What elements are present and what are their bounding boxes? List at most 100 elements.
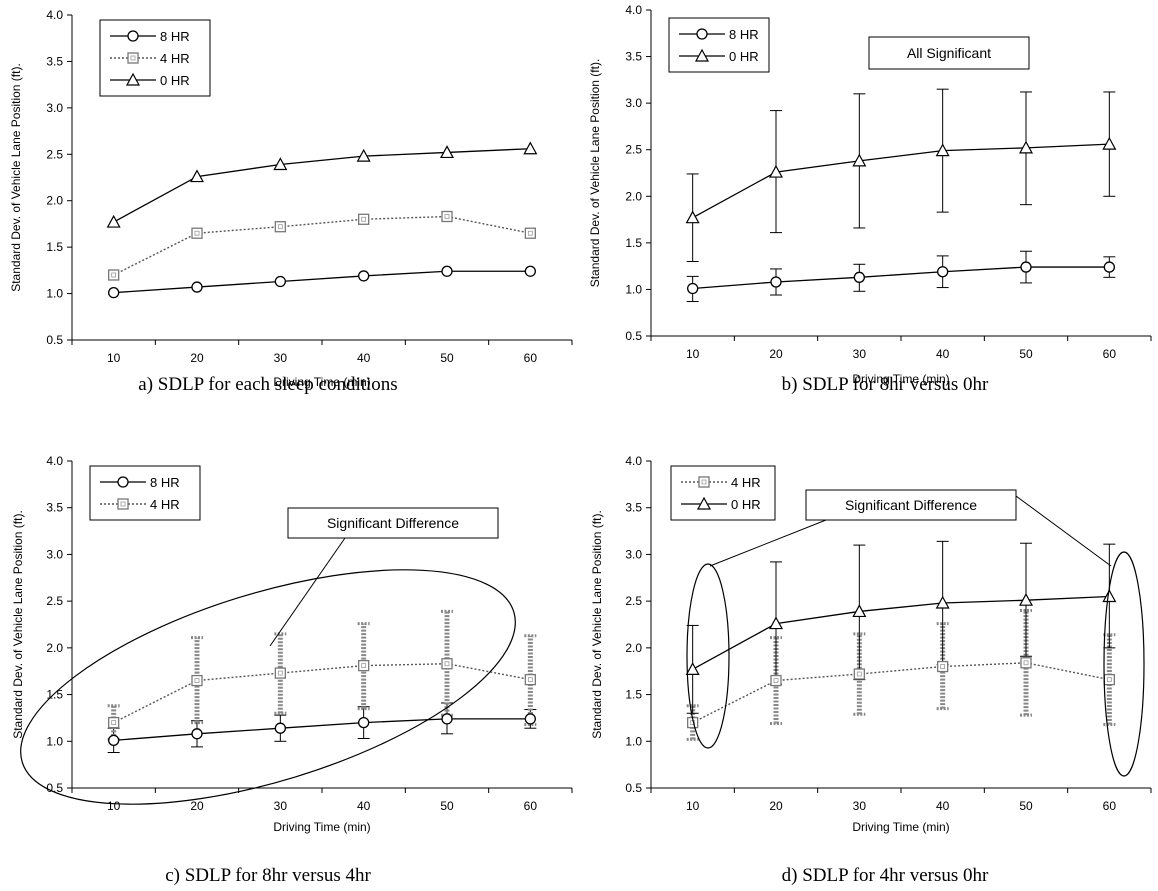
chart-a-data-point-inner [527,230,533,236]
chart-d-y-tick-label: 2.0 [625,641,642,655]
chart-d-data-point [852,604,867,618]
chart-c-y-tick-label: 2.0 [46,641,63,655]
chart-a-y-tick-label: 1.5 [46,240,63,254]
chart-b-y-tick-label: 2.0 [625,189,642,203]
chart-a-data-point [274,275,286,288]
chart-b-data-point [1103,261,1115,273]
chart-d-data-point-inner [773,678,779,683]
chart-c-x-axis-label: Driving Time (min) [273,820,370,834]
chart-d-y-tick-label: 4.0 [625,454,642,468]
chart-b-x-tick-label: 30 [853,347,867,361]
chart-a-y-tick-label: 0.5 [46,333,63,347]
chart-b-legend-box [668,17,770,73]
chart-a-plot: 0.5 1.0 1.5 2.0 2.5 3.0 3.5 4.0 10 20 30 40 50 60 Driv… [9,8,573,389]
chart-b-data-point [937,266,949,278]
chart-a-data-point [356,148,371,162]
chart-b-y-tick-label: 3.5 [625,50,642,64]
chart-c-annotation-box [287,507,499,539]
chart-d-annotation-box [805,489,1017,521]
chart-d-data-point [1020,657,1032,669]
chart-b-x-tick-label: 40 [936,347,950,361]
chart-a-legend-label: 4 HR [160,51,190,66]
chart-b-series-line [692,266,1110,290]
chart-b-y-axis-label: Standard Dev. of Vehicle Lane Position (… [588,59,602,288]
chart-c-x-tick-label: 50 [440,799,454,813]
chart-c-data-point [108,734,120,747]
chart-a-data-point [108,286,120,299]
chart-a-x-tick-label: 50 [440,351,454,365]
chart-c-data-point [274,722,286,734]
chart-a-data-point [274,221,286,233]
chart-panel-d: 0.5 1.0 1.5 2.0 2.5 3.0 3.5 4.0 10 20 30 40 50 60 Driv… [579,446,1158,891]
chart-c-data-point [441,658,453,670]
chart-d-y-axis-label: Standard Dev. of Vehicle Lane Position (… [590,510,604,739]
chart-a-data-point [441,210,453,223]
chart-a-x-axis-label: Driving Time (min) [273,375,370,389]
chart-c-data-point-inner [527,677,533,683]
chart-d-annotation-pointer [709,519,827,567]
chart-a-y-tick-label: 2.5 [46,147,63,161]
chart-a-x-tick-label: 60 [524,351,538,365]
chart-d-data-point [770,674,782,687]
chart-panel-b: 0.5 1.0 1.5 2.0 2.5 3.0 3.5 4.0 10 20 30 40 50 60 Driv… [579,0,1158,445]
chart-d-data-point [853,668,865,680]
chart-c-data-point [108,716,120,729]
chart-c-y-tick-label: 1.0 [46,734,63,748]
chart-d-y-tick-label: 0.5 [625,781,642,795]
chart-a-data-point-inner [444,214,450,219]
chart-a-y-tick-label: 3.5 [46,54,63,68]
chart-b-plot: 0.5 1.0 1.5 2.0 2.5 3.0 3.5 4.0 10 20 30 40 50 60 Driv… [588,3,1152,386]
chart-d-y-tick-label: 3.5 [625,501,642,515]
chart-c-legend-marker-inner [120,501,126,507]
chart-a-data-point [191,281,203,293]
chart-a-data-point [191,227,203,239]
chart-b-data-point [770,276,782,288]
chart-c-data-point-inner [194,678,200,683]
chart-b-y-tick-label: 3.0 [625,96,642,110]
chart-c-y-tick-label: 0.5 [46,781,63,795]
chart-a-data-point [106,214,121,228]
chart-b-x-axis-label: Driving Time (min) [852,372,949,386]
chart-b-x-tick-label: 50 [1019,347,1033,361]
chart-a-data-point [273,157,288,171]
chart-c-annotation-pointer [269,537,346,647]
chart-a-x-tick-label: 20 [190,351,204,365]
chart-c-data-point [358,716,370,729]
chart-c-x-tick-label: 10 [107,799,121,813]
chart-a-y-tick-label: 2.0 [46,194,63,208]
chart-b-data-point [1018,140,1034,154]
chart-d-data-point [937,660,949,673]
chart-c-x-tick-label: 20 [190,799,204,813]
chart-d-data-point-inner [1106,677,1112,683]
chart-a-legend-marker [127,52,139,64]
chart-d-legend-marker [698,476,710,488]
chart-c-data-point-inner [277,670,283,676]
chart-d-caption: d) SDLP for 4hr versus 0hr [781,865,989,886]
chart-d-data-point-inner [856,671,862,677]
chart-a-data-point [524,265,536,277]
chart-d-x-tick-label: 30 [853,799,867,813]
chart-d-plot: 0.5 1.0 1.5 2.0 2.5 3.0 3.5 4.0 10 20 30 40 50 60 Driv… [590,454,1152,834]
chart-a-legend-marker [125,72,141,86]
chart-a-series-line [113,270,531,294]
chart-c-data-point [524,713,536,725]
chart-c-data-point [191,728,203,740]
chart-a-data-point [524,227,536,239]
chart-a-series-line [113,215,531,276]
chart-a-legend-label: 0 HR [160,73,190,88]
chart-c-series-line [113,663,531,724]
chart-a-data-point [523,141,538,155]
chart-c-x-tick-label: 30 [274,799,288,813]
chart-d-x-axis-label: Driving Time (min) [852,820,949,834]
chart-b-annotation-text: All Significant [907,45,991,61]
chart-a-y-tick-label: 4.0 [46,8,63,22]
chart-b-data-point [1102,136,1117,150]
chart-b-data-point [687,282,699,295]
chart-a-data-point [358,270,370,282]
chart-b-legend-marker [694,48,710,62]
chart-c-y-tick-label: 4.0 [46,454,63,468]
chart-d-highlight-ellipse [1103,551,1145,777]
chart-a-caption: a) SDLP for each sleep conditions [138,374,398,395]
chart-b-y-tick-label: 1.0 [625,282,642,296]
chart-b-y-tick-label: 1.5 [625,236,642,250]
